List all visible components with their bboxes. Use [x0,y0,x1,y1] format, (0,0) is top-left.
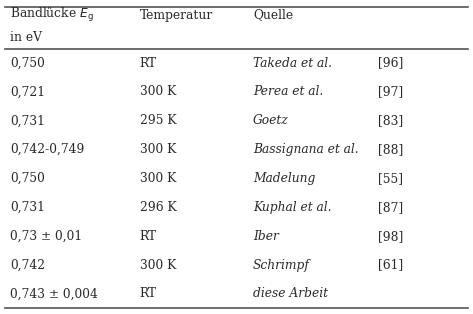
Text: RT: RT [140,287,157,300]
Text: Takeda et al.: Takeda et al. [253,57,332,70]
Text: 0,750: 0,750 [10,57,45,70]
Text: [83]: [83] [378,114,403,127]
Text: Temperatur: Temperatur [140,8,213,22]
Text: 0,731: 0,731 [10,201,45,214]
Text: Kuphal et al.: Kuphal et al. [253,201,332,214]
Text: 300 K: 300 K [140,172,176,185]
Text: RT: RT [140,57,157,70]
Text: diese Arbeit: diese Arbeit [253,287,328,300]
Text: 296 K: 296 K [140,201,176,214]
Text: 0,73 ± 0,01: 0,73 ± 0,01 [10,230,82,243]
Text: Goetz: Goetz [253,114,289,127]
Text: [61]: [61] [378,258,403,272]
Text: 300 K: 300 K [140,85,176,99]
Text: Iber: Iber [253,230,279,243]
Text: [97]: [97] [378,85,403,99]
Text: Bandlücke $E_\mathrm{g}$: Bandlücke $E_\mathrm{g}$ [10,6,94,24]
Text: [96]: [96] [378,57,403,70]
Text: Quelle: Quelle [253,8,293,22]
Text: [87]: [87] [378,201,403,214]
Text: Bassignana et al.: Bassignana et al. [253,143,359,156]
Text: [98]: [98] [378,230,403,243]
Text: Schrimpf: Schrimpf [253,258,310,272]
Text: 300 K: 300 K [140,258,176,272]
Text: Perea et al.: Perea et al. [253,85,324,99]
Text: RT: RT [140,230,157,243]
Text: 0,743 ± 0,004: 0,743 ± 0,004 [10,287,98,300]
Text: Madelung: Madelung [253,172,315,185]
Text: 0,731: 0,731 [10,114,45,127]
Text: 300 K: 300 K [140,143,176,156]
Text: 0,742: 0,742 [10,258,45,272]
Text: [88]: [88] [378,143,403,156]
Text: [55]: [55] [378,172,403,185]
Text: 0,721: 0,721 [10,85,45,99]
Text: 0,742-0,749: 0,742-0,749 [10,143,85,156]
Text: 0,750: 0,750 [10,172,45,185]
Text: 295 K: 295 K [140,114,176,127]
Text: in eV: in eV [10,31,43,44]
